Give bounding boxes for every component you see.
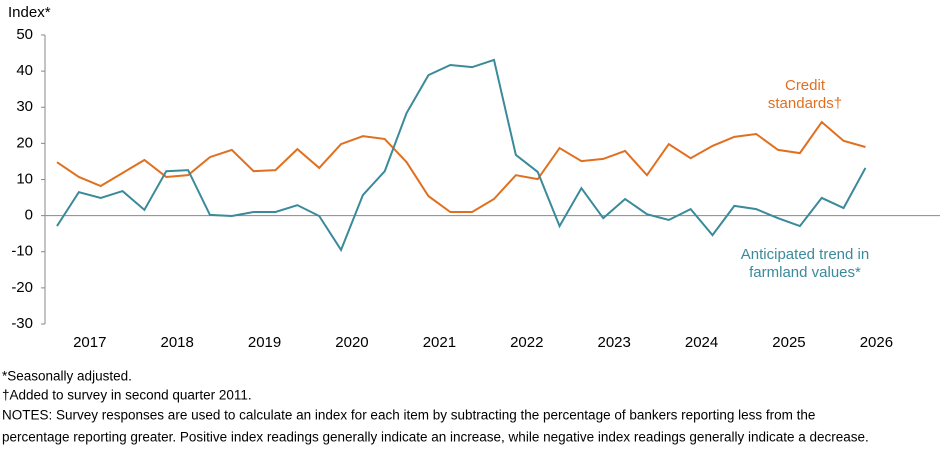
series-label: standards† (768, 95, 842, 112)
x-tick-label: 2018 (160, 334, 193, 351)
y-tick-label: 10 (16, 170, 33, 187)
x-tick-label: 2024 (685, 334, 718, 351)
series-label: Credit (785, 77, 826, 94)
footnote: percentage reporting greater. Positive i… (2, 430, 869, 445)
x-tick-label: 2021 (423, 334, 456, 351)
y-tick-label: -10 (11, 243, 33, 260)
series-line (56, 120, 866, 214)
y-tick-label: 50 (16, 26, 33, 43)
footnote: NOTES: Survey responses are used to calc… (2, 408, 815, 423)
y-tick-label: 40 (16, 62, 33, 79)
footnote: †Added to survey in second quarter 2011. (2, 388, 252, 403)
series-label: farmland values* (749, 264, 861, 281)
x-tick-label: 2019 (248, 334, 281, 351)
x-tick-label: 2026 (860, 334, 893, 351)
footnote: *Seasonally adjusted. (2, 369, 132, 384)
series-line (56, 58, 867, 253)
x-tick-label: 2023 (597, 334, 630, 351)
x-tick-label: 2025 (772, 334, 805, 351)
series-label: Anticipated trend in (741, 246, 869, 263)
y-tick-label: -20 (11, 279, 33, 296)
x-tick-label: 2022 (510, 334, 543, 351)
y-axis-label: Index* (8, 4, 51, 21)
x-tick-label: 2017 (73, 334, 106, 351)
x-tick-label: 2020 (335, 334, 368, 351)
y-tick-label: 30 (16, 98, 33, 115)
y-tick-label: -30 (11, 315, 33, 332)
y-tick-label: 0 (25, 207, 33, 224)
y-tick-label: 20 (16, 134, 33, 151)
